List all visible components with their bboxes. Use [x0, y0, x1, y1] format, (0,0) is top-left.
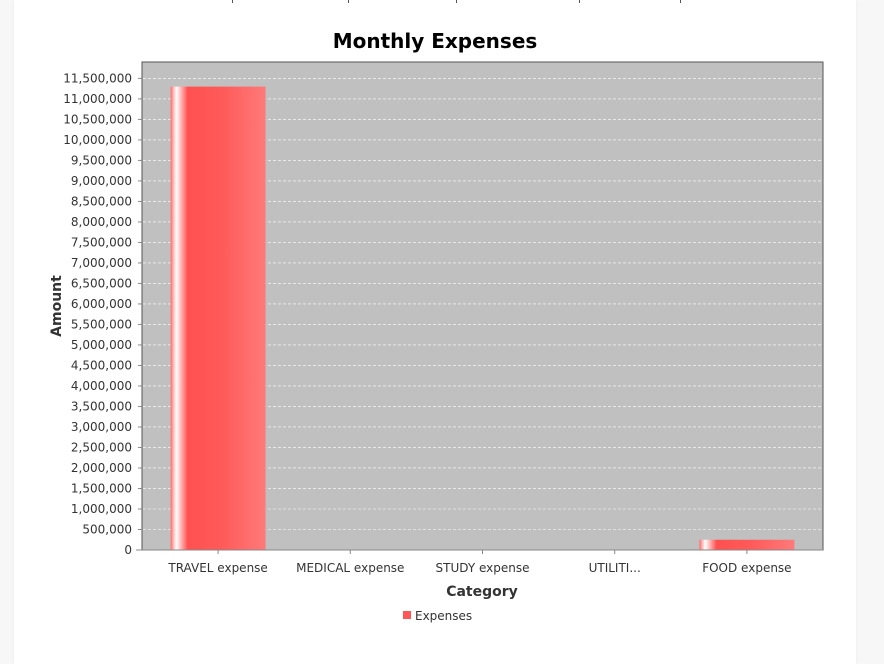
y-tick-label: 6,500,000 [71, 276, 132, 290]
y-axis-label: Amount [49, 275, 65, 337]
top-divider-ticks [0, 0, 884, 4]
bar [170, 86, 266, 550]
x-tick-label: STUDY expense [436, 561, 530, 575]
y-tick-label: 1,500,000 [71, 481, 132, 495]
y-tick-label: 7,000,000 [71, 256, 132, 270]
gridlines [143, 78, 822, 530]
top-tick [456, 0, 457, 3]
legend-swatch [403, 611, 411, 619]
chart-title: Monthly Expenses [333, 29, 538, 53]
bar [699, 539, 795, 550]
y-tick-label: 9,500,000 [71, 153, 132, 167]
legend: Expenses [403, 609, 472, 623]
y-tick-label: 4,000,000 [71, 379, 132, 393]
top-tick [348, 0, 349, 3]
y-tick-label: 3,500,000 [71, 399, 132, 413]
y-tick-label: 5,500,000 [71, 317, 132, 331]
top-tick [232, 0, 233, 3]
y-tick-label: 7,500,000 [71, 235, 132, 249]
top-tick [579, 0, 580, 3]
x-axis-label: Category [446, 584, 518, 600]
y-tick-label: 9,000,000 [71, 174, 132, 188]
y-tick-label: 11,000,000 [63, 92, 132, 106]
y-tick-label: 2,500,000 [71, 440, 132, 454]
y-tick-label: 10,000,000 [63, 133, 132, 147]
y-tick-label: 8,500,000 [71, 194, 132, 208]
legend-label: Expenses [415, 609, 472, 623]
y-tick-label: 5,000,000 [71, 338, 132, 352]
x-tick-label: TRAVEL expense [167, 561, 267, 575]
x-axis-ticks: TRAVEL expense MEDICAL expense STUDY expen… [167, 550, 792, 575]
y-tick-label: 11,500,000 [63, 71, 132, 85]
y-tick-label: 10,500,000 [63, 112, 132, 126]
y-tick-label: 0 [124, 543, 132, 557]
bars [170, 86, 795, 550]
y-tick-label: 8,000,000 [71, 215, 132, 229]
top-tick [680, 0, 681, 3]
y-tick-label: 4,500,000 [71, 358, 132, 372]
y-tick-label: 6,000,000 [71, 297, 132, 311]
x-tick-label: UTILITI... [589, 561, 641, 575]
y-tick-label: 500,000 [82, 522, 132, 536]
y-tick-label: 1,000,000 [71, 502, 132, 516]
y-axis-ticks: 0 500,000 1,000,000 1,500,000 2,000,000 2,500… [63, 71, 142, 557]
y-tick-label: 2,000,000 [71, 461, 132, 475]
y-tick-label: 3,000,000 [71, 420, 132, 434]
x-tick-label: FOOD expense [702, 561, 791, 575]
x-tick-label: MEDICAL expense [296, 561, 404, 575]
